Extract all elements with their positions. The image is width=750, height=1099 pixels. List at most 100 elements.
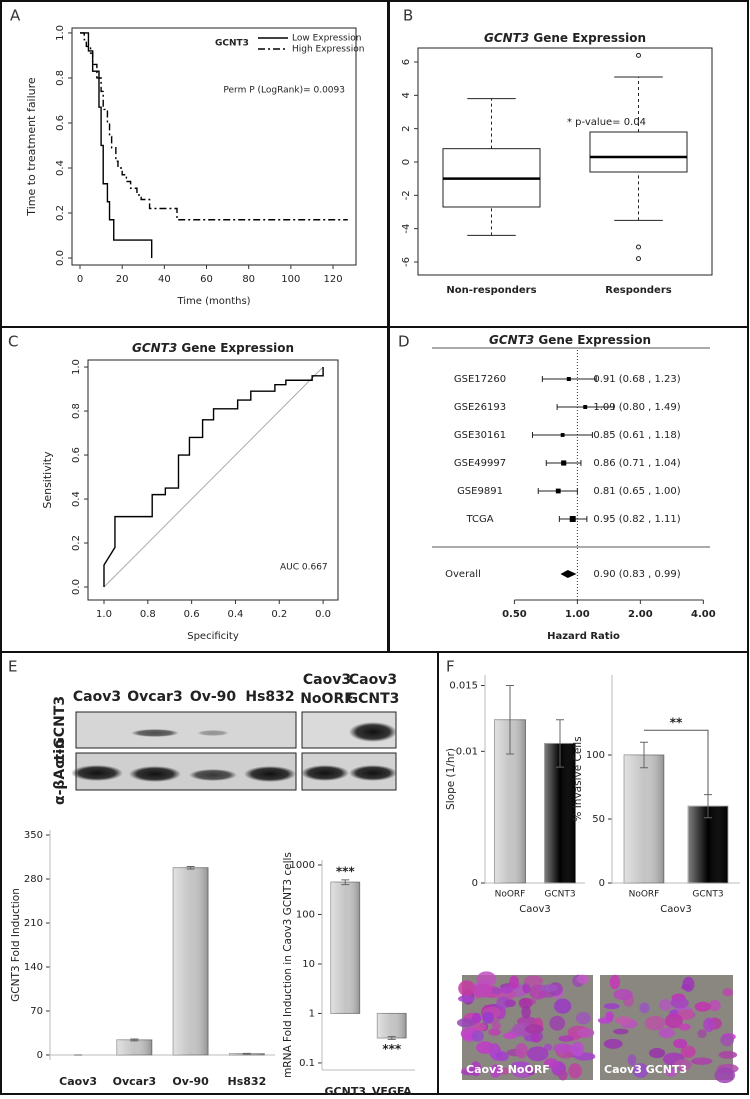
y-tick-label: 0.01 (456, 746, 478, 757)
x-tick-label: 0.2 (271, 609, 287, 620)
title-gene: GCNT3 (489, 333, 534, 347)
y-tick-label: 1 (309, 1008, 315, 1019)
cell (664, 1013, 683, 1029)
y-axis-label: % Invasive Cells (572, 736, 584, 821)
lane-label: Caov3 (303, 672, 351, 688)
value-label: 0.81 (0.65 , 1.00) (593, 486, 680, 497)
cell (720, 1034, 734, 1047)
cell (614, 1016, 632, 1025)
legend-label: Low Expression (292, 34, 361, 44)
y-tick-label: 1.0 (55, 25, 66, 41)
x-axis-label: Caov3 (660, 904, 692, 915)
cell (718, 1050, 738, 1059)
cell (530, 1033, 541, 1043)
y-tick-label: 0.6 (71, 447, 82, 463)
title-text: Gene Expression (181, 341, 294, 355)
cell (670, 997, 689, 1009)
y-axis-label: Slope (1/hr) (445, 748, 457, 810)
study-label: GSE26193 (454, 402, 506, 413)
error-bar (341, 879, 350, 886)
x-tick-label: 40 (158, 274, 171, 285)
lane-label: Hs832 (245, 689, 294, 705)
cell (526, 1046, 549, 1062)
cell (540, 984, 559, 993)
y-tick-label: -4 (401, 224, 412, 234)
y-axis-label: GCNT3 Fold Induction (10, 888, 22, 1002)
x-tick-label: NoORF (629, 890, 660, 900)
panel-label: B (403, 7, 413, 25)
cell (570, 1041, 585, 1057)
y-tick-label: 280 (24, 874, 43, 885)
x-tick-label: 80 (242, 274, 255, 285)
y-tick-label: 210 (24, 918, 43, 929)
cell (492, 1022, 501, 1030)
antibody-label: α-GCNT3 (52, 696, 68, 764)
x-tick-label: 120 (323, 274, 342, 285)
annotation: *** (382, 1042, 402, 1056)
error-bar (506, 685, 514, 755)
cell (458, 980, 476, 997)
cell (504, 999, 517, 1008)
x-tick-label: 0.8 (140, 609, 156, 620)
title-text: Gene Expression (538, 333, 651, 347)
x-tick-label: 4.00 (691, 609, 716, 620)
cell (552, 1043, 574, 1053)
y-tick-label: 100 (296, 909, 315, 920)
y-tick-label: 1.0 (71, 359, 82, 375)
x-axis-label: Specificity (187, 631, 239, 642)
estimate (561, 460, 567, 466)
error-bar (242, 1052, 251, 1055)
annotation: * p-value= 0.04 (567, 117, 646, 128)
cell (674, 1058, 692, 1072)
cell (678, 1023, 691, 1031)
cell (694, 1001, 711, 1012)
cell (658, 1027, 675, 1039)
x-tick-label: GCNT3 (692, 890, 723, 900)
cell (489, 987, 503, 995)
estimate (560, 433, 565, 437)
y-axis-label: Sensitivity (41, 451, 54, 509)
cell (489, 1064, 502, 1078)
y-axis-label: Time to treatment failure (25, 77, 38, 217)
y-tick-label: 0.0 (71, 579, 82, 595)
series-line (80, 32, 153, 259)
y-tick-label: 10 (302, 959, 315, 970)
cell (458, 995, 475, 1003)
cell (558, 1035, 574, 1042)
cell (511, 1061, 530, 1068)
x-tick-label: GCNT3 (325, 1085, 366, 1095)
error-bar (387, 1036, 396, 1040)
study-label: TCGA (465, 514, 493, 525)
cell (613, 1028, 629, 1035)
bar-shading (116, 1039, 152, 1055)
cell (549, 1015, 566, 1031)
cell (682, 976, 695, 992)
y-tick-label: 2 (401, 125, 412, 131)
cell (482, 1011, 494, 1024)
annotation: Perm P (LogRank)= 0.0093 (223, 86, 345, 96)
x-tick-label: 0.50 (502, 609, 527, 620)
cell (603, 1003, 620, 1010)
y-tick-label: 50 (592, 814, 605, 825)
cell (703, 1017, 715, 1033)
caption: Caov3 GCNT3 (604, 1063, 687, 1076)
micrograph (597, 974, 739, 1084)
title-gene: GCNT3 (132, 341, 177, 355)
panel-label: E (8, 658, 17, 676)
y-tick-label: 70 (30, 1006, 43, 1017)
y-tick-label: 0.2 (55, 205, 66, 221)
cell (697, 1029, 707, 1038)
estimate (569, 516, 576, 522)
blots (71, 711, 397, 791)
estimate (555, 488, 561, 494)
series-line (103, 367, 324, 588)
y-tick-label: 0.4 (55, 160, 66, 176)
x-tick-label: 100 (281, 274, 300, 285)
panel-label: A (10, 7, 21, 25)
panel-label: F (446, 658, 455, 676)
outlier (636, 52, 641, 58)
cell (613, 989, 633, 1001)
cell (495, 1051, 509, 1062)
y-axis-label: mRNA Fold Induction in Caov3 GCNT3 cells (282, 852, 294, 1078)
lane-label: Caov3 (73, 689, 121, 705)
